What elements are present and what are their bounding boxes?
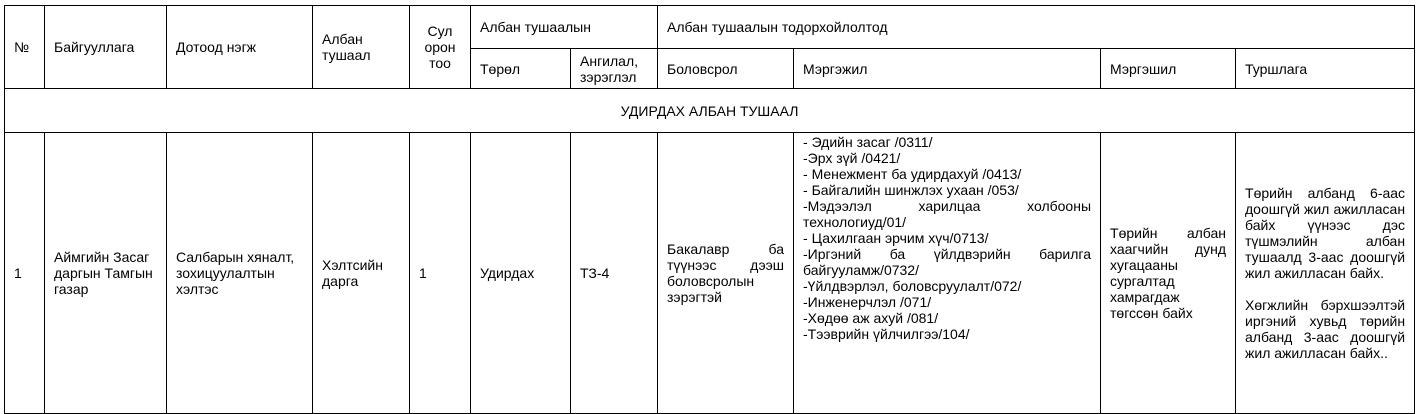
header-organization: Байгууллага — [44, 5, 167, 89]
header-profession: Мэргэжил — [793, 48, 1102, 89]
cell-experience: Төрийн албанд 6-аас доошгүй жил ажилласа… — [1235, 132, 1416, 414]
header-requirements-group: Албан тушаалын тодорхойлолтод — [657, 5, 1416, 49]
experience-text: Төрийн албанд 6-аас доошгүй жил ажилласа… — [1245, 185, 1406, 281]
header-experience: Туршлага — [1235, 48, 1416, 89]
profession-item: - Эдийн засаг /0311/ — [803, 134, 933, 150]
section-title: УДИРДАХ АЛБАН ТУШААЛ — [3, 88, 1416, 133]
experience-text: Хөгжлийн бэрхшээлтэй иргэний хувьд төрий… — [1245, 297, 1406, 361]
cell-profession: - Эдийн засаг /0311/ -Эрх зүй /0421/ - М… — [793, 132, 1102, 414]
profession-item: -Мэдээлэл харилцаа холбооны технологиуд/… — [803, 198, 1092, 230]
header-qualification: Мэргэшил — [1100, 48, 1237, 89]
header-no: № — [4, 5, 45, 89]
profession-item: -Иргэний ба үйлдвэрийн барилга байгуулам… — [803, 246, 1092, 278]
header-row-2: Төрөл Ангилал, зэрэглэл Боловсрол Мэргэж… — [5, 48, 1416, 89]
header-unit: Дотоод нэгж — [166, 5, 313, 89]
header-type: Төрөл — [470, 48, 571, 89]
table-row: 1 Аймгийн Засаг даргын Тамгын газар Салб… — [4, 132, 1416, 414]
profession-item: -Эрх зүй /0421/ — [803, 150, 901, 166]
cell-unit: Салбарын хяналт, зохицуулалтын хэлтэс — [166, 132, 313, 414]
cell-type: Удирдах — [470, 132, 571, 414]
header-row-1: № Байгууллага Дотоод нэгж Албан тушаал С… — [4, 5, 1416, 89]
cell-education: Бакалавр ба түүнээс дээш боловсролын зэр… — [657, 132, 795, 414]
cell-vacancies: 1 — [409, 132, 471, 414]
header-rank: Ангилал, зэрэглэл — [569, 48, 659, 89]
cell-no: 1 — [4, 132, 45, 414]
profession-item: -Инженерчлэл /071/ — [803, 294, 932, 310]
profession-item: -Хөдөө аж ахуй /081/ — [803, 310, 939, 326]
profession-item: - Менежмент ба удирдахуй /0413/ — [803, 166, 1022, 182]
vacancy-table: № Байгууллага Дотоод нэгж Албан тушаал С… — [3, 5, 1416, 414]
header-position: Албан тушаал — [312, 5, 410, 89]
profession-item: - Байгалийн шинжлэх ухаан /053/ — [803, 182, 1019, 198]
header-position-group: Албан тушаалын — [469, 5, 659, 49]
cell-qualification: Төрийн албан хаагчийн дунд хугацааны сур… — [1100, 132, 1237, 414]
header-education: Боловсрол — [657, 48, 795, 89]
profession-item: - Цахилгаан эрчим хүч/0713/ — [803, 230, 989, 246]
cell-position: Хэлтсийн дарга — [312, 132, 410, 414]
cell-rank: ТЗ-4 — [569, 132, 659, 414]
cell-organization: Аймгийн Засаг даргын Тамгын газар — [44, 132, 167, 414]
profession-item: -Тээврийн үйлчилгээ/104/ — [803, 326, 970, 342]
section-row: УДИРДАХ АЛБАН ТУШААЛ — [3, 88, 1416, 133]
header-vacancies: Сул орон тоо — [409, 5, 471, 89]
profession-item: -Үйлдвэрлэл, боловсруулалт/072/ — [803, 278, 1022, 294]
